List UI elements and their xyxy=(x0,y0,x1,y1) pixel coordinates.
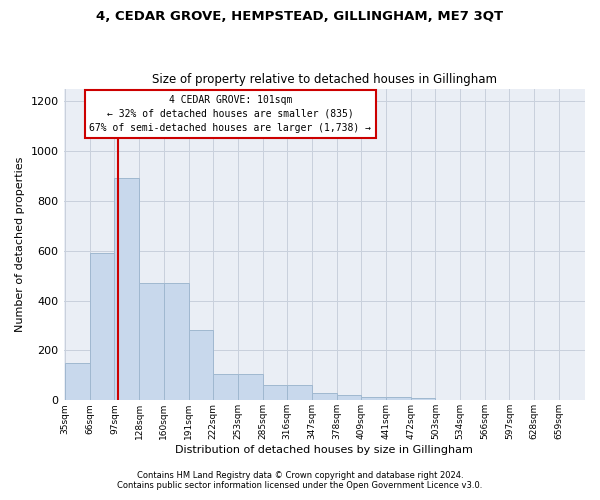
Bar xyxy=(337,396,361,400)
Bar xyxy=(90,253,115,400)
Bar xyxy=(361,396,386,400)
Bar xyxy=(238,374,263,400)
Text: 4, CEDAR GROVE, HEMPSTEAD, GILLINGHAM, ME7 3QT: 4, CEDAR GROVE, HEMPSTEAD, GILLINGHAM, M… xyxy=(97,10,503,23)
X-axis label: Distribution of detached houses by size in Gillingham: Distribution of detached houses by size … xyxy=(175,445,473,455)
Bar xyxy=(287,386,312,400)
Title: Size of property relative to detached houses in Gillingham: Size of property relative to detached ho… xyxy=(152,73,497,86)
Bar xyxy=(386,398,410,400)
Bar xyxy=(115,178,139,400)
Bar xyxy=(139,283,164,401)
Bar xyxy=(312,394,337,400)
Bar xyxy=(188,330,213,400)
Text: Contains HM Land Registry data © Crown copyright and database right 2024.
Contai: Contains HM Land Registry data © Crown c… xyxy=(118,470,482,490)
Bar xyxy=(213,374,238,400)
Bar xyxy=(263,386,287,400)
Bar xyxy=(164,283,188,401)
Bar xyxy=(410,398,436,400)
Bar xyxy=(65,363,90,401)
Text: 4 CEDAR GROVE: 101sqm
← 32% of detached houses are smaller (835)
67% of semi-det: 4 CEDAR GROVE: 101sqm ← 32% of detached … xyxy=(89,95,371,133)
Y-axis label: Number of detached properties: Number of detached properties xyxy=(15,156,25,332)
